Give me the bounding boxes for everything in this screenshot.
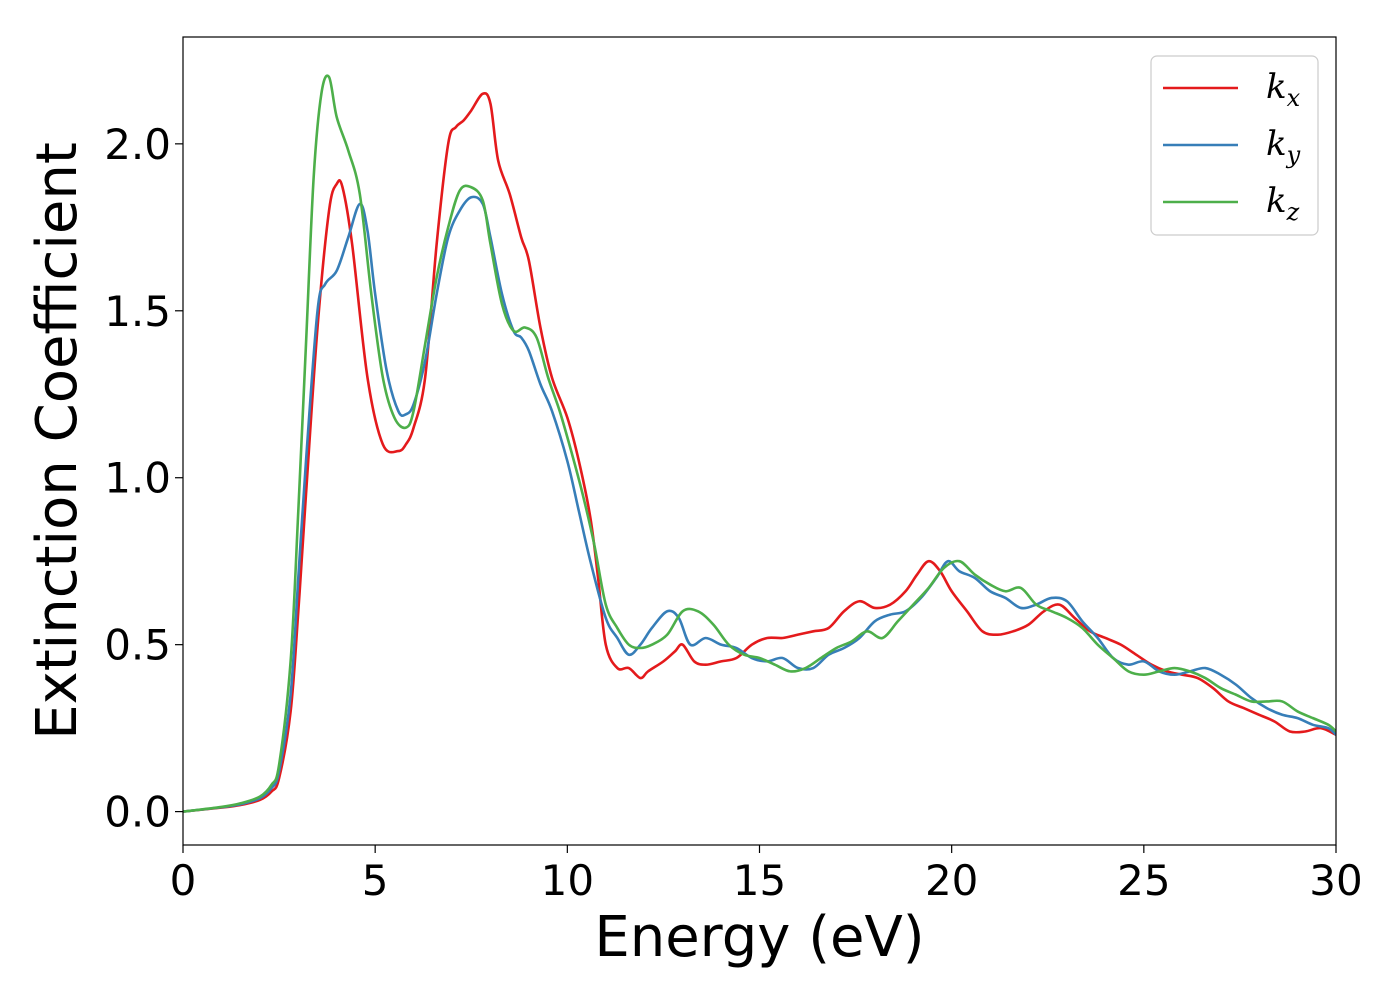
x-tick-label: 5 [362,856,389,905]
x-tick-label: 25 [1117,856,1170,905]
legend: kx ky kz [1150,55,1319,236]
x-tick-label: 10 [541,856,594,905]
x-axis-label: Energy (eV) [594,905,924,970]
series-line-z [183,74,1336,813]
series-layer [183,74,1336,813]
y-axis-label: Extinction Coefficient [25,142,90,740]
y-tick-label: 1.0 [104,454,171,503]
x-tick-label: 0 [170,856,197,905]
y-tick-label: 1.5 [104,287,171,336]
x-tick-label: 30 [1309,856,1362,905]
y-ticks: 0.0 0.5 1.0 1.5 2.0 [104,120,183,837]
x-tick-label: 15 [733,856,786,905]
y-tick-label: 0.5 [104,621,171,670]
x-tick-label: 20 [925,856,978,905]
legend-label-y: ky [1266,124,1301,169]
y-tick-label: 2.0 [104,120,171,169]
legend-label-z: kz [1266,181,1300,226]
legend-label-x: kx [1266,67,1301,112]
y-tick-label: 0.0 [104,788,171,837]
series-line-x [183,92,1336,813]
x-ticks: 0 5 10 15 20 25 30 [170,845,1363,905]
